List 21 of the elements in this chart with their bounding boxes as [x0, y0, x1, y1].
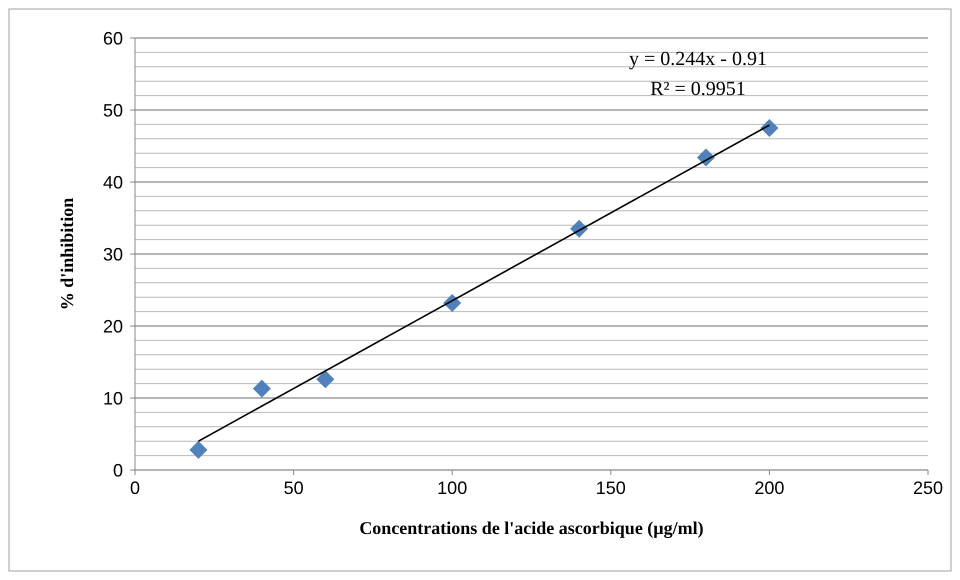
x-axis-title: Concentrations de l'acide ascorbique (µg/ml): [359, 518, 704, 538]
point: [316, 370, 334, 388]
y-tick-label: 50: [102, 100, 123, 120]
y-tick-label: 0: [112, 460, 123, 480]
point: [252, 380, 271, 398]
y-tick-label: 10: [102, 388, 123, 408]
x-tick-label: 0: [130, 478, 140, 498]
annotation: y = 0.244x - 0.91: [629, 48, 767, 70]
y-tick-label: 20: [102, 316, 123, 336]
x-tick-label: 250: [912, 478, 944, 498]
x-tick-label: 50: [284, 478, 304, 498]
y-axis-title: % d'inhibition: [57, 198, 77, 310]
x-tick-label: 150: [596, 478, 626, 498]
point: [189, 440, 208, 459]
y-tick-label: 60: [102, 28, 123, 48]
y-tick-label: 40: [102, 172, 123, 192]
point: [760, 119, 778, 137]
x-tick-label: 100: [437, 478, 468, 498]
x-tick-label: 200: [754, 478, 784, 498]
y-tick-label: 30: [102, 244, 123, 264]
annotation: R² = 0.9951: [650, 78, 746, 100]
